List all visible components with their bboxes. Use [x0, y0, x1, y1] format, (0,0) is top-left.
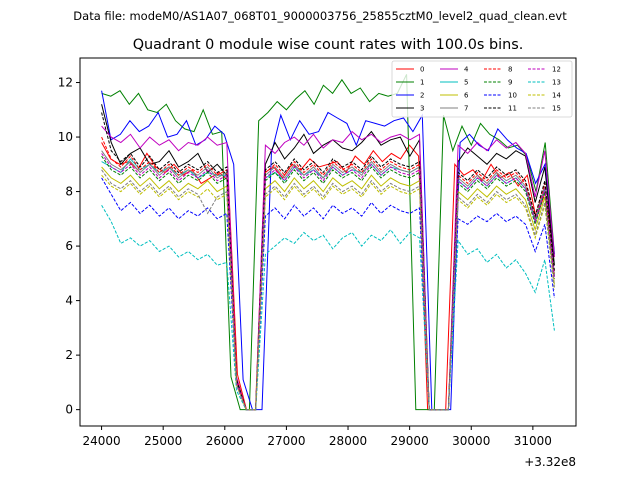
- x-tick-label: 25000: [144, 434, 182, 448]
- legend-label-6: 6: [464, 92, 469, 100]
- legend-label-12: 12: [552, 66, 561, 74]
- legend-label-3: 3: [420, 105, 424, 113]
- x-tick-label: 30000: [452, 434, 490, 448]
- y-tick-label: 10: [58, 130, 73, 144]
- chart-suptitle: Data file: modeM0/AS1A07_068T01_90000037…: [73, 9, 567, 23]
- legend-label-14: 14: [552, 92, 561, 100]
- legend-box: [392, 61, 572, 117]
- x-tick-label: 26000: [206, 434, 244, 448]
- y-tick-label: 4: [65, 294, 73, 308]
- legend-label-1: 1: [420, 79, 424, 87]
- x-tick-label: 31000: [514, 434, 552, 448]
- y-tick-label: 8: [65, 185, 73, 199]
- legend-label-4: 4: [464, 66, 469, 74]
- chart-title: Quadrant 0 module wise count rates with …: [133, 37, 524, 53]
- legend-label-15: 15: [552, 105, 561, 113]
- legend-label-0: 0: [420, 66, 424, 74]
- y-tick-label: 0: [65, 403, 73, 417]
- x-axis: 24000 25000 26000 27000 28000 29000 30000 31000: [82, 426, 551, 448]
- count-rate-chart: Data file: modeM0/AS1A07_068T01_90000037…: [0, 0, 640, 480]
- x-tick-label: 24000: [82, 434, 120, 448]
- y-tick-label: 12: [58, 76, 73, 90]
- legend-label-7: 7: [464, 105, 468, 113]
- y-tick-label: 6: [65, 239, 73, 253]
- legend-label-5: 5: [464, 79, 468, 87]
- y-axis: 0 2 4 6 8 10 12: [58, 76, 80, 417]
- legend-label-11: 11: [508, 105, 517, 113]
- legend-label-10: 10: [508, 92, 517, 100]
- x-axis-offset-label: +3.32e8: [524, 455, 576, 469]
- x-tick-label: 28000: [329, 434, 367, 448]
- legend-label-9: 9: [508, 79, 512, 87]
- x-tick-label: 29000: [391, 434, 429, 448]
- legend-label-8: 8: [508, 66, 512, 74]
- y-tick-label: 2: [65, 348, 73, 362]
- legend-label-2: 2: [420, 92, 424, 100]
- legend-label-13: 13: [552, 79, 561, 87]
- x-tick-label: 27000: [267, 434, 305, 448]
